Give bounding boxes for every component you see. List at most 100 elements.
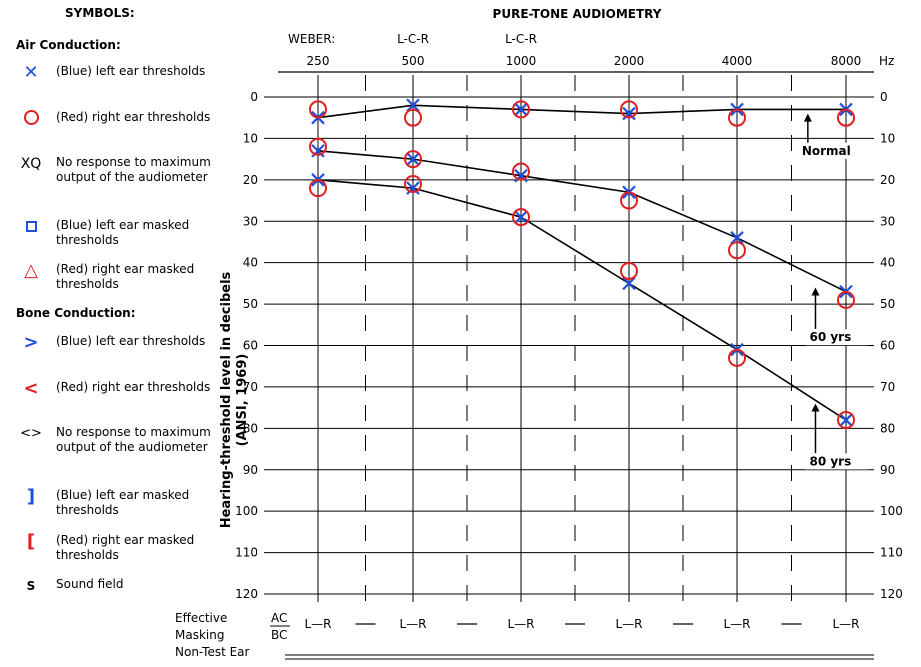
data-point-right-ear	[837, 411, 855, 430]
y-axis-label-standard: (ANSI, 1969)	[235, 354, 250, 447]
masking-value: L—R	[304, 617, 331, 631]
x-stroke	[406, 152, 420, 166]
annotation-label-bg	[805, 329, 868, 346]
masking-label-2: Masking	[175, 628, 224, 642]
x-stroke	[622, 276, 636, 291]
data-point-right-ear	[620, 191, 638, 210]
data-point-right-ear	[837, 290, 855, 309]
y-tick-label-right: 0	[880, 90, 888, 104]
legend-text: (Blue) left ear masked thresholds	[56, 218, 190, 247]
blue-greater-icon: >	[23, 332, 39, 353]
x-tick-label: 1000	[506, 54, 537, 68]
annotation-arrow-head	[811, 403, 820, 412]
data-point-left-ear	[839, 413, 853, 427]
y-tick-label-left: 20	[243, 173, 258, 187]
legend-text: (Red) right ear masked thresholds	[56, 262, 195, 291]
red-circle-icon	[18, 110, 44, 129]
bone-conduction-heading: Bone Conduction:	[16, 306, 136, 320]
y-tick-label-right: 110	[880, 546, 903, 560]
annotation-label-bg	[797, 142, 860, 159]
masking-ac-label: AC	[271, 611, 287, 625]
y-tick-label-left: 90	[243, 463, 258, 477]
y-tick-label-left: 110	[235, 546, 258, 560]
y-tick-label-right: 30	[880, 214, 895, 228]
weber-label: WEBER:	[288, 32, 335, 46]
legend-text: (Red) right ear thresholds	[56, 110, 211, 124]
y-tick-label-right: 50	[880, 297, 895, 311]
data-point-left-ear	[406, 98, 420, 113]
legend-text: (Blue) left ear masked thresholds	[56, 488, 190, 517]
x-stroke	[730, 231, 744, 245]
symbols-legend: SYMBOLS: Air Conduction: ✕ (Blue) left e…	[0, 0, 215, 667]
x-stroke	[514, 102, 528, 117]
x-tick-label: 8000	[831, 54, 862, 68]
data-point-right-ear	[309, 179, 327, 198]
blue-x-icon: ✕	[23, 62, 39, 83]
x-tick-label: 4000	[722, 54, 753, 68]
curve-60-yrs	[317, 150, 847, 293]
y-tick-label-right: 60	[880, 339, 895, 353]
weber-value: L-C-R	[505, 32, 537, 46]
masking-value: L—R	[399, 617, 426, 631]
legend-text: Sound field	[56, 577, 124, 591]
y-tick-label-right: 10	[880, 131, 895, 145]
y-tick-label-left: 10	[243, 131, 258, 145]
no-response-bone-icon: <>	[20, 426, 42, 441]
data-point-right-ear	[620, 100, 638, 119]
data-point-left-ear	[514, 168, 528, 183]
data-point-right-ear	[309, 137, 327, 156]
masking-bc-label: BC	[271, 628, 287, 642]
y-tick-label-right: 120	[880, 587, 903, 601]
legend-title: SYMBOLS:	[65, 6, 135, 20]
air-conduction-heading: Air Conduction:	[16, 38, 121, 52]
x-stroke	[514, 210, 528, 224]
x-stroke	[514, 168, 528, 183]
y-tick-label-left: 100	[235, 504, 258, 518]
data-point-right-ear	[404, 150, 422, 169]
sound-field-icon: S	[26, 579, 36, 593]
red-less-icon: <	[23, 378, 39, 399]
masking-label-1: Effective	[175, 611, 227, 625]
data-point-left-ear	[622, 106, 636, 121]
annotation-arrow-head	[803, 113, 812, 122]
y-tick-label-right: 40	[880, 256, 895, 270]
data-point-left-ear	[622, 276, 636, 291]
y-axis-label: Hearing-threshold level in decibels	[219, 271, 234, 528]
x-tick-label: 250	[307, 54, 330, 68]
weber-value: L-C-R	[397, 32, 429, 46]
data-point-right-ear	[728, 241, 746, 260]
data-point-right-ear	[309, 100, 327, 119]
legend-text: (Blue) left ear thresholds	[56, 334, 206, 348]
data-point-right-ear	[512, 100, 530, 119]
y-tick-label-left: 50	[243, 297, 258, 311]
blue-bracket-icon: ]	[26, 486, 36, 507]
annotation-label: 80 yrs	[809, 454, 851, 468]
data-point-right-ear	[512, 162, 530, 181]
curve-normal	[317, 104, 846, 119]
x-tick-label: 500	[402, 54, 425, 68]
data-point-left-ear	[311, 144, 325, 158]
legend-text: (Red) right ear masked thresholds	[56, 533, 195, 562]
chart-title: PURE-TONE AUDIOMETRY	[493, 7, 662, 21]
data-point-right-ear	[404, 174, 422, 193]
x-stroke	[311, 144, 325, 158]
y-tick-label-right: 100	[880, 504, 903, 518]
x-stroke	[406, 98, 420, 113]
red-triangle-icon: △	[24, 260, 38, 281]
y-tick-label-right: 20	[880, 173, 895, 187]
legend-text: No response to maximum output of the aud…	[56, 425, 211, 454]
data-point-left-ear	[730, 231, 744, 245]
y-tick-label-left: 70	[243, 380, 258, 394]
masking-value: L—R	[832, 617, 859, 631]
masking-value: L—R	[723, 617, 750, 631]
x-tick-label: 2000	[614, 54, 645, 68]
y-tick-label-left: 80	[243, 421, 258, 435]
hz-unit-label: Hz	[879, 54, 894, 68]
y-tick-label-left: 30	[243, 214, 258, 228]
no-response-air-icon: XQ	[20, 156, 42, 172]
x-stroke	[622, 106, 636, 121]
data-point-right-ear	[728, 108, 746, 127]
data-point-left-ear	[514, 210, 528, 224]
masking-value: L—R	[507, 617, 534, 631]
y-tick-label-right: 80	[880, 421, 895, 435]
